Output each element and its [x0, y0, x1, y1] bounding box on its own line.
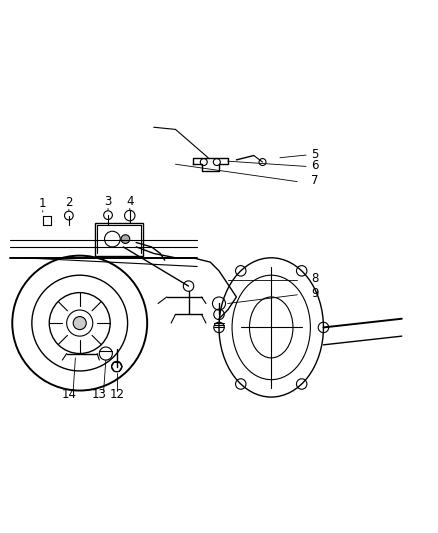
Text: 13: 13: [92, 389, 107, 401]
Text: 1: 1: [39, 197, 46, 210]
Text: 8: 8: [311, 272, 318, 285]
Text: 14: 14: [61, 389, 76, 401]
Circle shape: [73, 317, 86, 329]
Text: 7: 7: [311, 174, 318, 187]
Text: 9: 9: [311, 287, 318, 301]
Text: 6: 6: [311, 159, 318, 172]
FancyBboxPatch shape: [95, 223, 143, 256]
Circle shape: [121, 235, 130, 244]
Text: 2: 2: [65, 196, 73, 208]
Text: 12: 12: [109, 389, 124, 401]
Text: 3: 3: [104, 195, 112, 208]
Text: 4: 4: [126, 195, 134, 208]
Text: 5: 5: [311, 148, 318, 161]
